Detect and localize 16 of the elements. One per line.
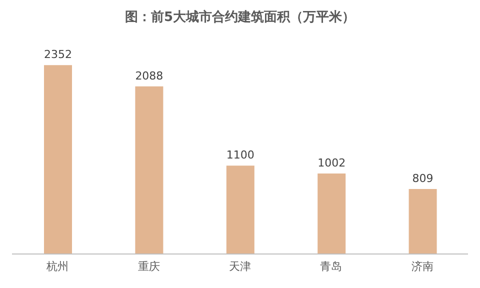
x-tick-label: 青岛 bbox=[320, 260, 342, 273]
x-tick-label: 重庆 bbox=[138, 260, 160, 273]
x-tick-label: 天津 bbox=[229, 260, 251, 273]
data-label: 809 bbox=[412, 172, 434, 186]
bar bbox=[408, 189, 437, 254]
chart-title: 图：前5大城市合约建筑面积（万平米） bbox=[124, 8, 356, 27]
bar bbox=[44, 65, 72, 254]
data-label: 2088 bbox=[135, 69, 164, 82]
x-tick-label: 济南 bbox=[411, 260, 434, 273]
bar bbox=[135, 86, 164, 254]
x-tick-label: 杭州 bbox=[46, 260, 69, 273]
data-label: 1002 bbox=[318, 156, 346, 170]
bar bbox=[318, 174, 346, 254]
data-label: 2352 bbox=[44, 48, 72, 62]
data-label: 1100 bbox=[226, 148, 254, 162]
bar bbox=[226, 166, 254, 254]
